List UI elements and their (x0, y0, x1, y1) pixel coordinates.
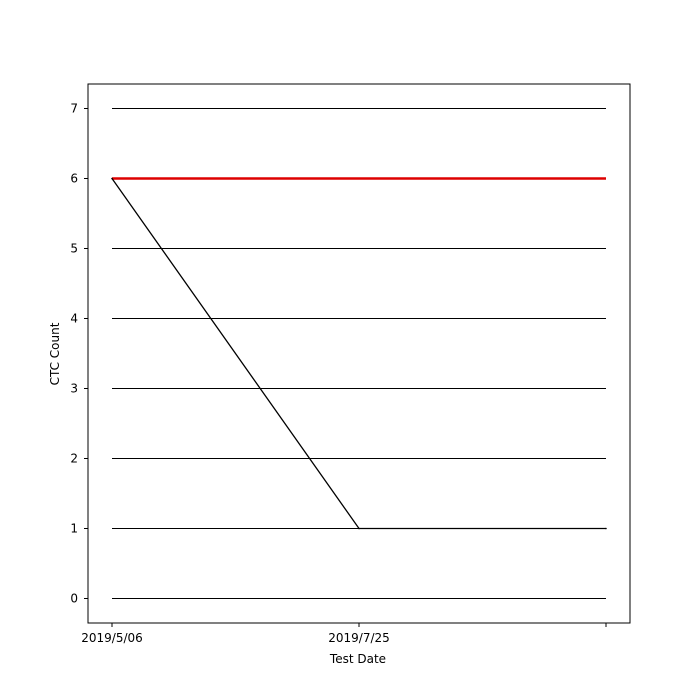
data-point-0-1 (358, 527, 360, 530)
y-tick-label-7: 7 (70, 102, 78, 116)
data-point-0-0 (111, 177, 113, 180)
y-tick-label-1: 1 (70, 522, 78, 536)
x-axis: 2019/5/06 2019/7/25 (81, 623, 607, 645)
data-point-0-2 (605, 527, 607, 530)
y-tick-label-2: 2 (70, 452, 78, 466)
data-series (111, 177, 607, 530)
y-axis: 0 1 2 3 4 5 6 7 (70, 102, 88, 606)
y-axis-title: CTC Count (48, 322, 62, 385)
series-line-0 (111, 178, 606, 530)
x-axis-title: Test Date (329, 652, 386, 666)
y-tick-label-6: 6 (70, 172, 78, 186)
plot-frame (87, 83, 631, 624)
x-tick-label-1: 2019/7/25 (328, 631, 390, 645)
y-tick-label-0: 0 (70, 592, 78, 606)
y-tick-label-4: 4 (70, 312, 78, 326)
y-tick-label-5: 5 (70, 242, 78, 256)
grid-lines (112, 108, 606, 599)
x-tick-label-0: 2019/5/06 (81, 631, 143, 645)
y-tick-label-3: 3 (70, 382, 78, 396)
